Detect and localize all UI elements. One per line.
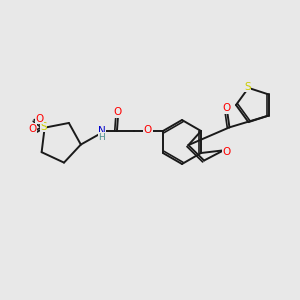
Text: O: O	[35, 114, 44, 124]
Text: O: O	[222, 147, 231, 157]
Text: N: N	[98, 126, 106, 136]
Text: O: O	[114, 107, 122, 117]
Text: O: O	[28, 124, 36, 134]
Text: S: S	[40, 122, 47, 132]
Text: S: S	[244, 82, 251, 92]
Text: O: O	[144, 125, 152, 135]
Text: O: O	[222, 103, 231, 113]
Text: H: H	[99, 133, 105, 142]
